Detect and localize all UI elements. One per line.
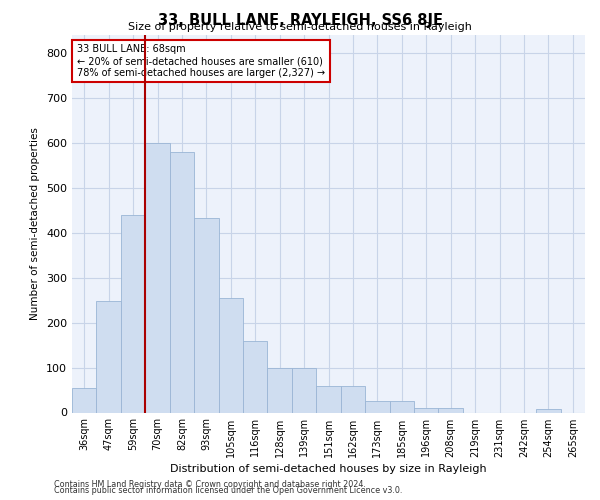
Bar (414, 408, 439, 412)
Bar (292, 368, 316, 412)
Bar (243, 342, 268, 412)
Bar (97, 301, 121, 412)
Bar (145, 143, 170, 412)
Bar (194, 218, 218, 412)
Bar (536, 409, 560, 412)
Bar (170, 152, 194, 412)
Y-axis label: Number of semi-detached properties: Number of semi-detached properties (31, 128, 40, 320)
X-axis label: Distribution of semi-detached houses by size in Rayleigh: Distribution of semi-detached houses by … (170, 464, 487, 473)
Bar (316, 386, 341, 412)
Text: Contains public sector information licensed under the Open Government Licence v3: Contains public sector information licen… (54, 486, 403, 495)
Text: Size of property relative to semi-detached houses in Rayleigh: Size of property relative to semi-detach… (128, 22, 472, 32)
Bar (121, 215, 145, 412)
Bar (72, 388, 97, 412)
Bar (439, 408, 463, 412)
Text: 33, BULL LANE, RAYLEIGH, SS6 8JE: 33, BULL LANE, RAYLEIGH, SS6 8JE (157, 12, 443, 28)
Bar (218, 298, 243, 412)
Text: 33 BULL LANE: 68sqm
← 20% of semi-detached houses are smaller (610)
78% of semi-: 33 BULL LANE: 68sqm ← 20% of semi-detach… (77, 44, 325, 78)
Bar (268, 368, 292, 412)
Text: Contains HM Land Registry data © Crown copyright and database right 2024.: Contains HM Land Registry data © Crown c… (54, 480, 366, 489)
Bar (389, 402, 414, 412)
Bar (365, 402, 389, 412)
Bar (341, 386, 365, 412)
